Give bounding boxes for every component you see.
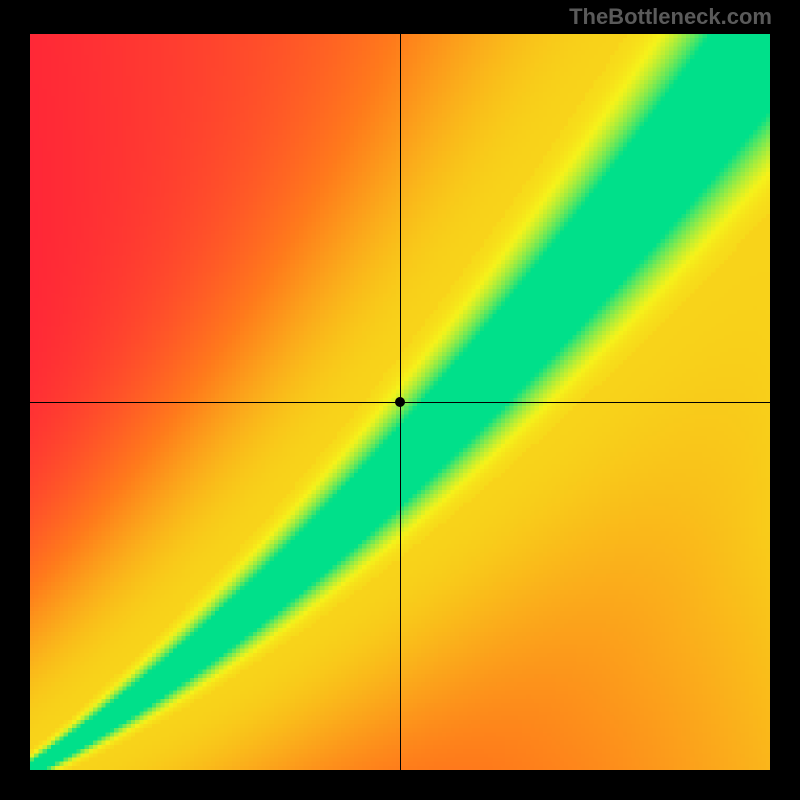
watermark-text: TheBottleneck.com <box>569 4 772 30</box>
plot-area <box>30 34 770 770</box>
center-marker <box>395 397 405 407</box>
